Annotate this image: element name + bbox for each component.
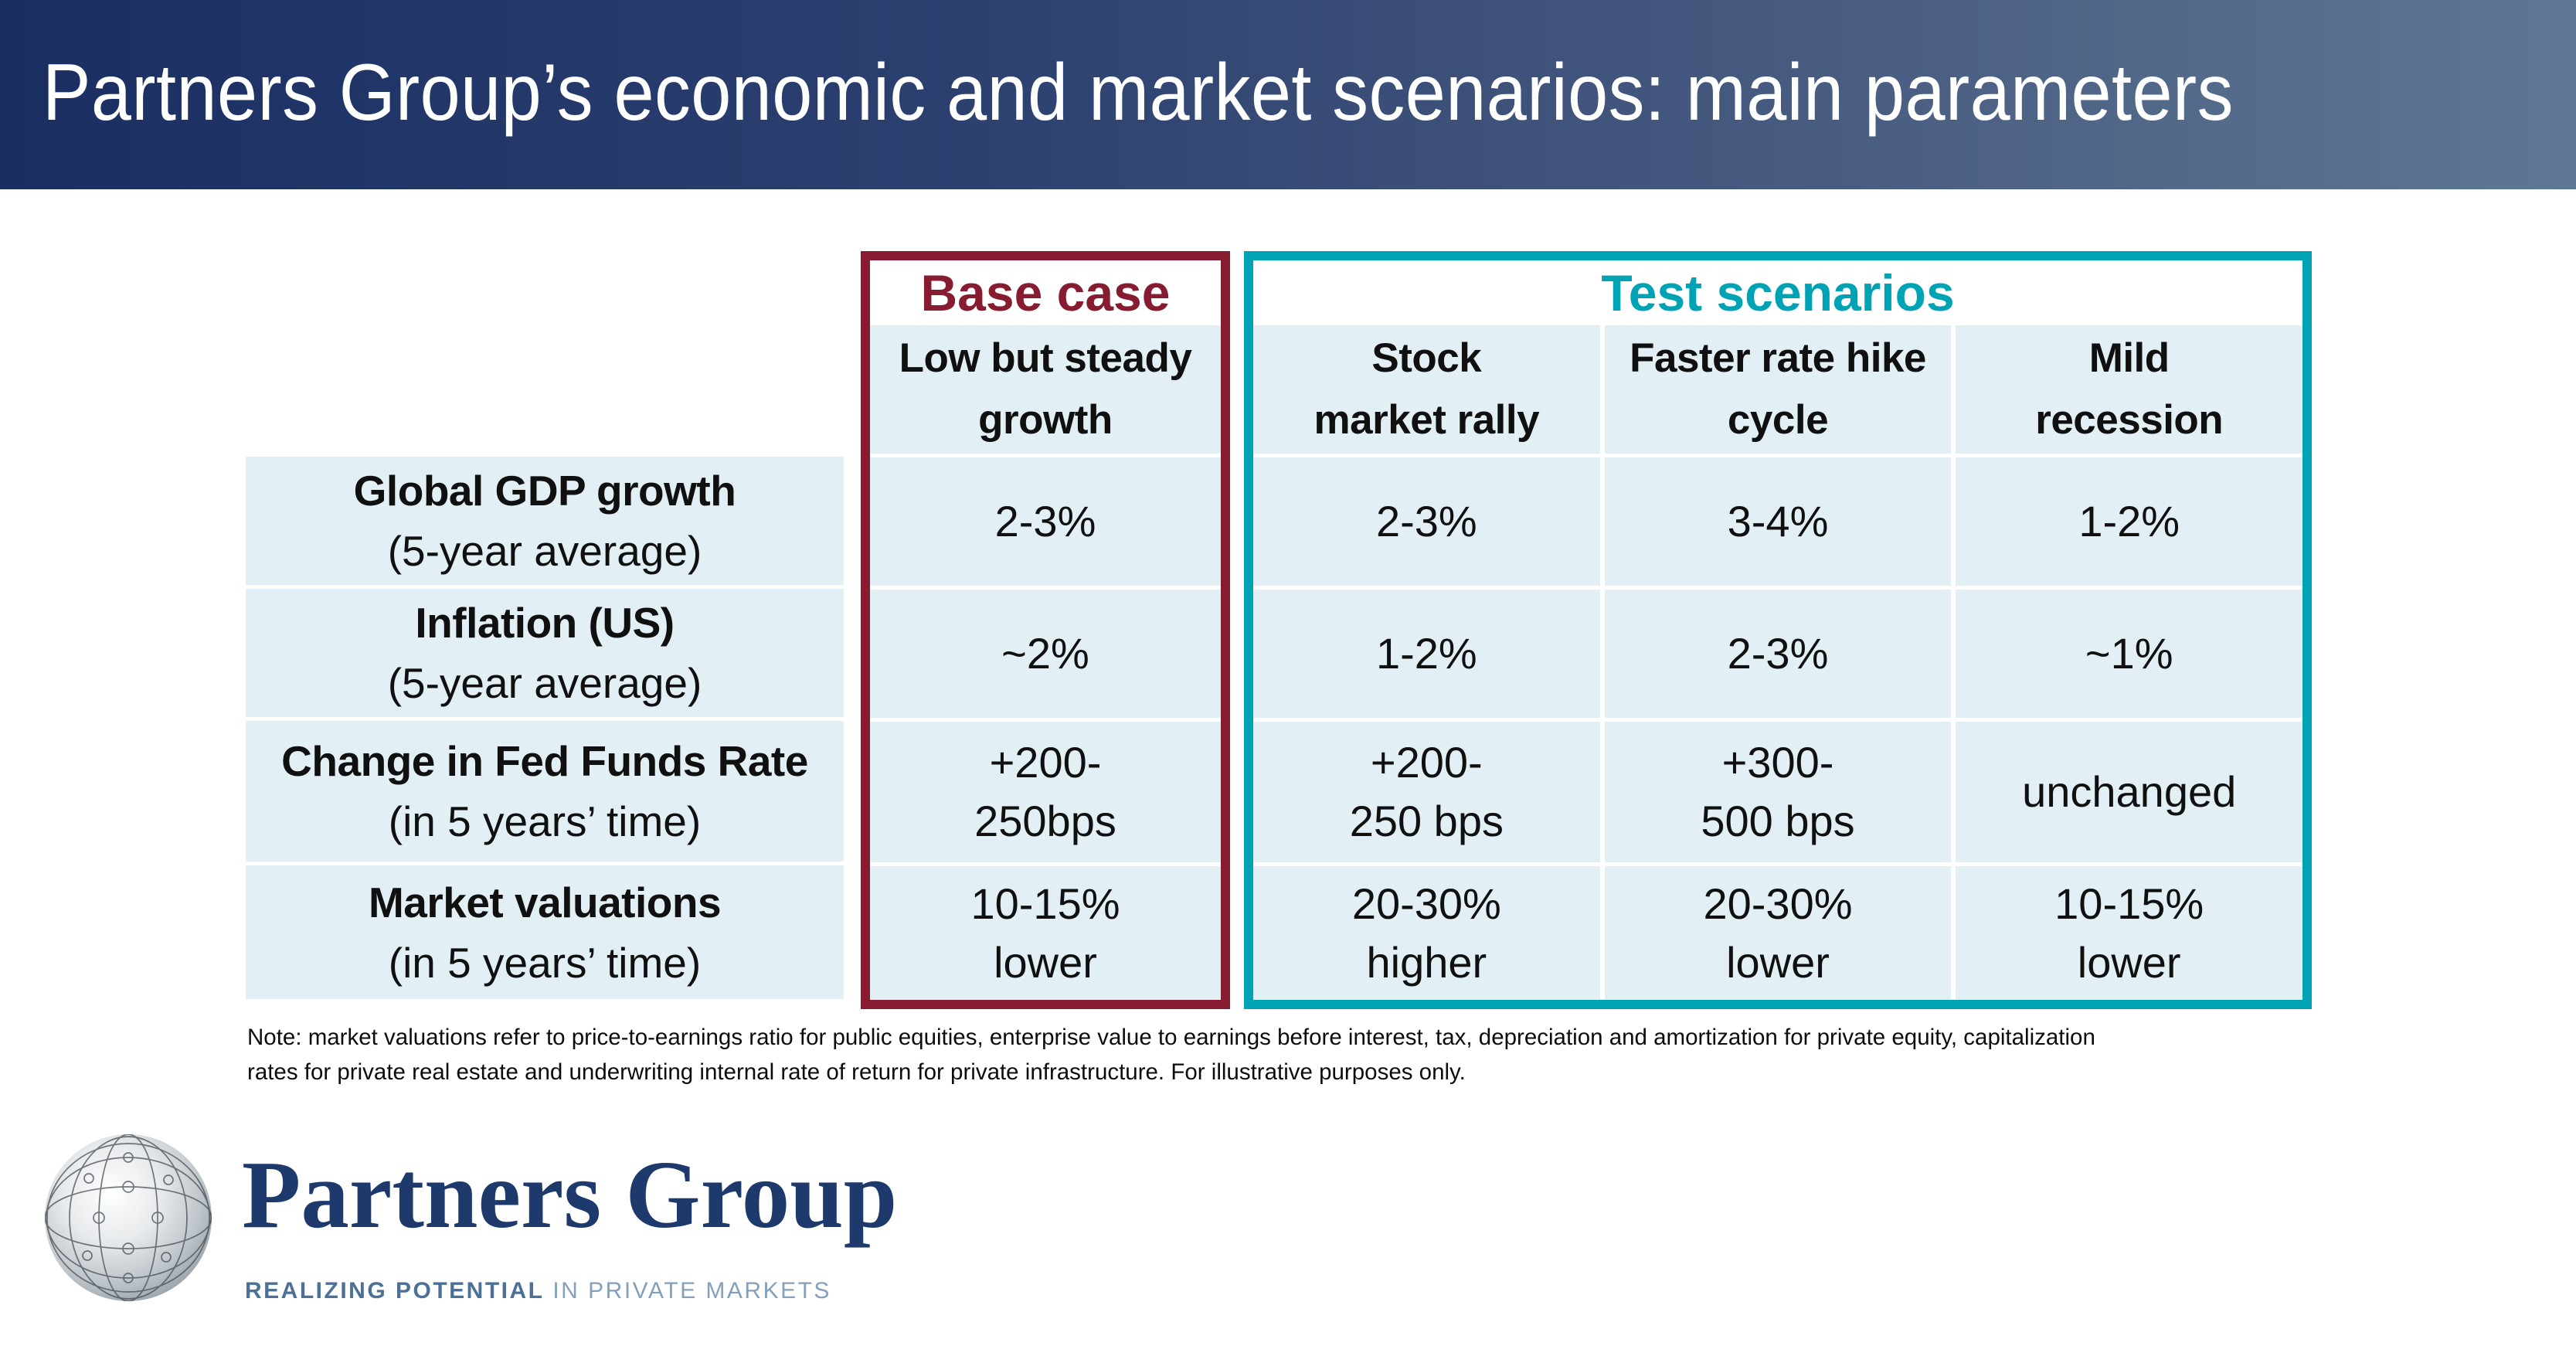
test-scenarios-columns: Stock market rally 2-3% 1-2% +200- 250 b…	[1253, 325, 2303, 1000]
base-case-column-header: Low but steady growth	[870, 325, 1221, 454]
table-cell: ~1%	[1956, 590, 2303, 718]
base-case-column: Low but steady growth 2-3% ~2% +200- 250…	[870, 325, 1221, 1000]
tagline-light: IN PRIVATE MARKETS	[544, 1278, 831, 1304]
base-case-box: Base case Low but steady growth 2-3% ~2%…	[861, 251, 1230, 1009]
row-label-valuations: Market valuations (in 5 years’ time)	[246, 865, 844, 999]
table-cell: +200- 250bps	[870, 722, 1221, 862]
table-cell: 1-2%	[1253, 590, 1600, 718]
column-mild-recession: Mild recession 1-2% ~1% unchanged 10-15%…	[1956, 325, 2303, 1000]
row-label-qualifier: (in 5 years’ time)	[388, 797, 702, 845]
table-cell: 1-2%	[1956, 457, 2303, 586]
row-label-name: Inflation (US)	[415, 599, 675, 647]
row-label-inflation: Inflation (US) (5-year average)	[246, 589, 844, 717]
base-case-title: Base case	[920, 264, 1171, 321]
slide-title: Partners Group’s economic and market sce…	[42, 47, 2234, 138]
partners-group-logo: Partners Group REALIZING POTENTIAL IN PR…	[42, 1130, 970, 1346]
row-label-qualifier: (5-year average)	[387, 527, 702, 575]
row-label-fed-funds: Change in Fed Funds Rate (in 5 years’ ti…	[246, 721, 844, 862]
table-cell: +200- 250 bps	[1253, 722, 1600, 862]
logo-tagline: REALIZING POTENTIAL IN PRIVATE MARKETS	[245, 1278, 831, 1304]
table-cell: 3-4%	[1604, 457, 1952, 586]
test-scenarios-title: Test scenarios	[1601, 264, 1955, 321]
footnote-line-1: Note: market valuations refer to price-t…	[247, 1025, 2095, 1050]
table-cell: 10-15% lower	[870, 866, 1221, 1000]
table-cell: unchanged	[1956, 722, 2303, 862]
table-cell: 2-3%	[1604, 590, 1952, 718]
table-cell: ~2%	[870, 590, 1221, 718]
header-band: Partners Group’s economic and market sce…	[0, 0, 2576, 189]
table-cell: 20-30% lower	[1604, 866, 1952, 1000]
row-label-name: Change in Fed Funds Rate	[281, 737, 808, 785]
row-label-qualifier: (in 5 years’ time)	[388, 938, 702, 987]
footnote-line-2: rates for private real estate and underw…	[247, 1059, 1466, 1085]
column-header: Faster rate hike cycle	[1604, 325, 1952, 454]
row-label-gdp: Global GDP growth (5-year average)	[246, 457, 844, 585]
table-cell: 20-30% higher	[1253, 866, 1600, 1000]
base-case-band: Base case	[870, 260, 1221, 325]
column-stock-market-rally: Stock market rally 2-3% 1-2% +200- 250 b…	[1253, 325, 1600, 1000]
column-header: Mild recession	[1956, 325, 2303, 454]
puzzle-globe-icon	[45, 1134, 212, 1301]
row-label-column: Global GDP growth (5-year average) Infla…	[246, 457, 844, 999]
column-faster-rate-hike: Faster rate hike cycle 3-4% 2-3% +300- 5…	[1604, 325, 1952, 1000]
table-cell: 2-3%	[1253, 457, 1600, 586]
test-scenarios-box: Test scenarios Stock market rally 2-3% 1…	[1244, 251, 2312, 1009]
table-cell: 10-15% lower	[1956, 866, 2303, 1000]
logo-wordmark: Partners Group	[242, 1142, 898, 1249]
column-header: Stock market rally	[1253, 325, 1600, 454]
row-label-name: Global GDP growth	[353, 467, 736, 515]
test-scenarios-band: Test scenarios	[1253, 260, 2302, 325]
tagline-bold: REALIZING POTENTIAL	[245, 1278, 545, 1304]
table-cell: +300- 500 bps	[1604, 722, 1952, 862]
row-label-qualifier: (5-year average)	[387, 659, 702, 707]
footnote: Note: market valuations refer to price-t…	[247, 1020, 2095, 1089]
row-label-name: Market valuations	[368, 878, 722, 926]
table-cell: 2-3%	[870, 457, 1221, 586]
